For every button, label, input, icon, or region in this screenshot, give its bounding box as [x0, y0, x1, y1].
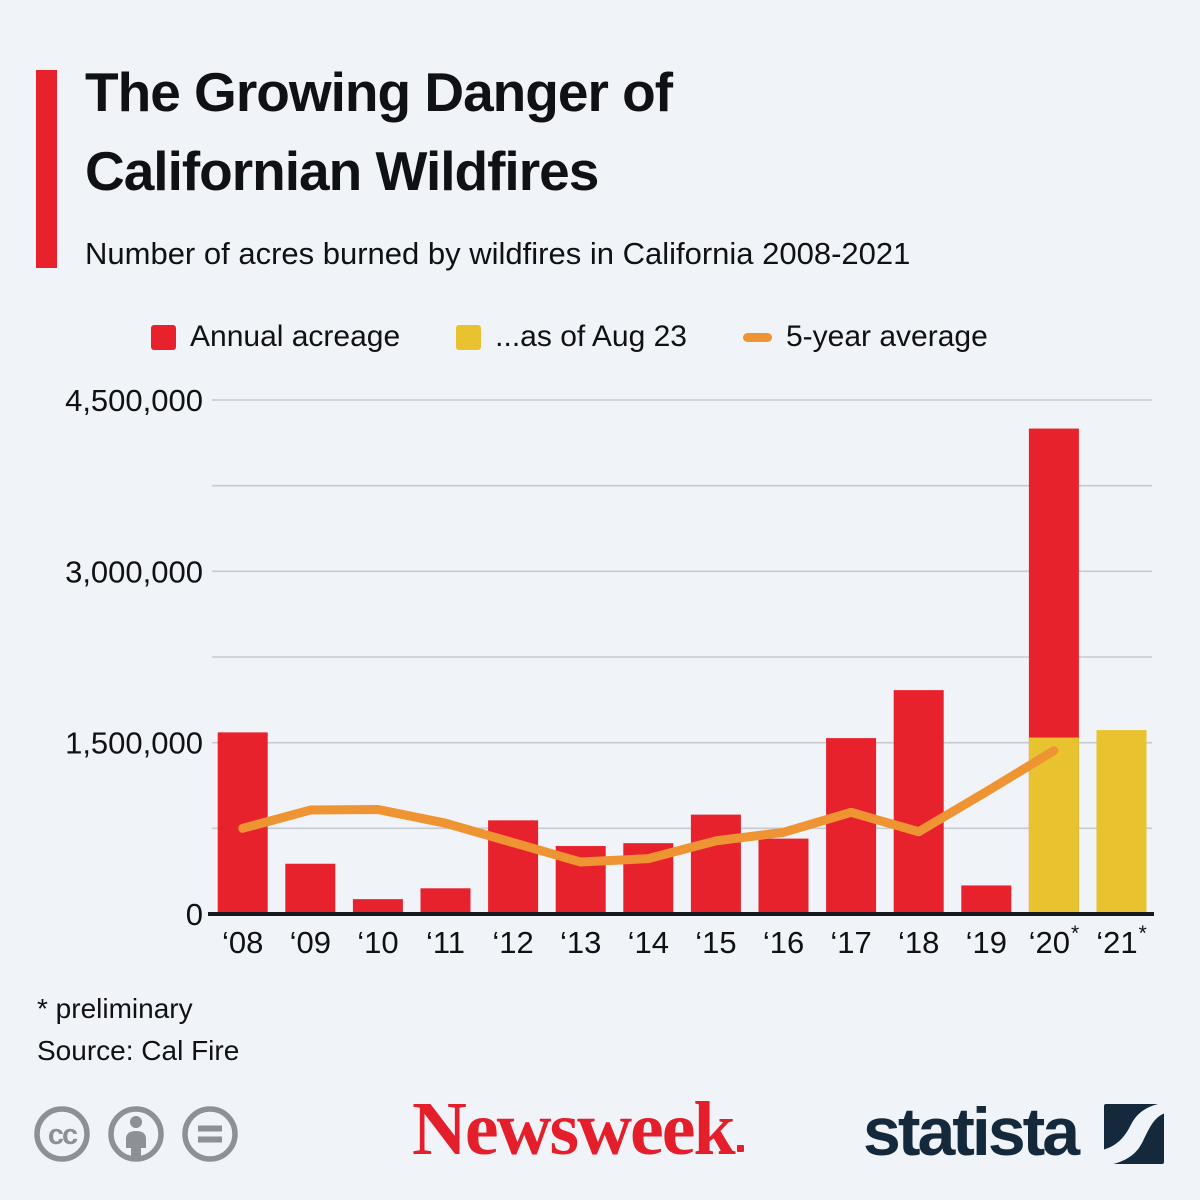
no-derivatives-icon — [182, 1106, 238, 1162]
bar-aug23-21 — [1096, 730, 1147, 914]
y-axis-label: 0 — [186, 897, 203, 932]
legend-swatch-5-year-average — [742, 332, 772, 342]
legend-item-5-year-average: 5-year average — [742, 320, 988, 354]
legend-swatch-annual-acreage — [151, 324, 176, 350]
x-axis-label-15: ‘15 — [695, 925, 736, 960]
chart-legend: Annual acreage ...as of Aug 23 5-year av… — [151, 320, 988, 354]
legend-label-as-of-aug-23: ...as of Aug 23 — [495, 320, 687, 353]
y-axis-label: 1,500,000 — [65, 726, 203, 761]
bar-annual-10 — [352, 899, 403, 914]
chart-subtitle: Number of acres burned by wildfires in C… — [85, 236, 911, 271]
legend-item-as-of-aug-23: ...as of Aug 23 — [456, 320, 687, 354]
bar-annual-20 — [1028, 428, 1079, 914]
newsweek-trademark-dot — [736, 1145, 744, 1152]
bar-annual-17 — [826, 738, 877, 914]
bar-annual-08 — [217, 732, 268, 914]
bar-aug23-20 — [1028, 737, 1079, 914]
attribution-icon — [108, 1106, 164, 1162]
bar-annual-19 — [961, 885, 1012, 914]
x-axis-label-19: ‘19 — [966, 925, 1007, 960]
x-axis-label-13: ‘13 — [560, 925, 601, 960]
bar-annual-18 — [893, 690, 944, 914]
bar-annual-12 — [488, 820, 539, 914]
statista-logo-icon — [1104, 1104, 1164, 1164]
x-axis-label-20: ‘20* — [1029, 922, 1080, 960]
legend-item-annual-acreage: Annual acreage — [151, 320, 400, 354]
bar-annual-16 — [758, 838, 809, 914]
x-axis-label-10: ‘10 — [357, 925, 398, 960]
x-axis-label-12: ‘12 — [492, 925, 533, 960]
svg-text:cc: cc — [48, 1119, 78, 1151]
newsweek-logo: Newsweek — [412, 1091, 744, 1167]
x-axis-label-14: ‘14 — [628, 925, 669, 960]
page-title: The Growing Danger of Californian Wildfi… — [85, 53, 673, 211]
x-axis-label-18: ‘18 — [898, 925, 939, 960]
title-accent-bar — [36, 70, 57, 268]
preliminary-footnote: * preliminary — [37, 993, 193, 1024]
x-axis-label-17: ‘17 — [830, 925, 871, 960]
page-title-line2: Californian Wildfires — [85, 140, 599, 202]
legend-label-5-year-average: 5-year average — [785, 320, 988, 353]
page-title-line1: The Growing Danger of — [85, 61, 673, 123]
five-year-average-line — [238, 746, 1059, 867]
y-axis-label: 4,500,000 — [65, 383, 203, 418]
y-axis-label: 3,000,000 — [65, 554, 203, 589]
license-icons: cc — [34, 1106, 238, 1162]
legend-swatch-as-of-aug-23 — [456, 324, 482, 350]
bar-annual-11 — [420, 888, 471, 914]
bar-annual-09 — [285, 863, 336, 914]
legend-label-annual-acreage: Annual acreage — [190, 320, 401, 353]
x-axis-label-08: ‘08 — [222, 925, 263, 960]
x-axis-label-09: ‘09 — [290, 925, 331, 960]
x-axis-label-11: ‘11 — [426, 925, 465, 960]
cc-icon: cc — [34, 1106, 90, 1162]
x-axis-label-21: ‘21* — [1096, 922, 1147, 960]
bar-annual-13 — [555, 846, 606, 914]
x-axis-label-16: ‘16 — [763, 925, 804, 960]
bar-annual-15 — [690, 814, 741, 914]
bar-annual-14 — [623, 843, 674, 914]
source-note: Source: Cal Fire — [37, 1035, 240, 1066]
statista-logo-text: statista — [863, 1094, 1080, 1170]
